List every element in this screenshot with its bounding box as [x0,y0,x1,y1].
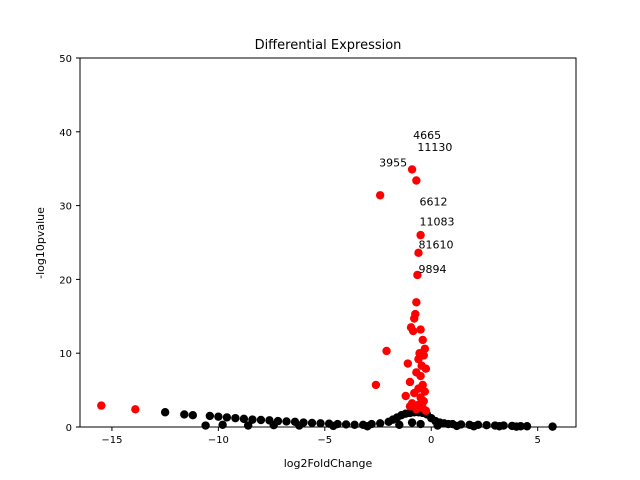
significant-point [418,335,427,345]
significant-point [410,388,419,398]
significant-point [131,405,140,414]
nonsignificant-point [188,410,198,420]
x-axis-label: log2FoldChange [284,457,373,470]
nonsignificant-point [214,412,223,421]
y-axis: 0 10 20 30 40 50 [59,54,80,434]
significant-point [416,371,425,381]
nonsignificant-point [548,422,557,431]
nonsignificant-point [282,417,291,426]
significant-point [405,402,415,411]
y-tick-label: 50 [59,54,72,65]
y-tick-label: 10 [59,349,72,360]
x-axis: −15 −10 −5 0 5 [101,427,541,446]
nonsignificant-point [350,420,359,429]
nonsignificant-point [433,421,442,430]
nonsignificant-point [416,419,425,429]
nonsignificant-point [316,419,325,428]
nonsignificant-point [269,420,278,430]
nonsignificant-point [239,414,249,424]
nonsignificant-point [395,420,404,429]
nonsignificant-point [522,422,532,431]
y-axis-label: -log10pvalue [34,207,47,279]
x-tick-label: 5 [534,435,540,446]
point-annotation: 9894 [418,263,446,276]
nonsignificant-point [452,421,461,431]
significant-point [420,387,430,396]
nonsignificant-point [201,421,210,430]
nonsignificant-point [482,420,491,430]
nonsignificant-point [218,420,227,429]
nonsignificant-point [407,418,417,427]
nonsignificant-point [363,422,372,431]
y-tick-label: 0 [66,423,72,434]
point-annotation: 81610 [418,238,453,251]
point-annotation: 3955 [379,156,407,169]
x-tick-label: 0 [428,435,434,446]
y-tick-label: 30 [59,202,72,213]
significant-point [408,326,418,336]
nonsignificant-point [243,421,253,430]
nonsignificant-point [495,422,504,431]
significant-point [412,298,421,307]
point-annotation: 11130 [417,141,452,154]
x-tick-label: −15 [101,435,122,446]
significant-point [421,406,431,415]
point-annotation: 11083 [420,216,455,229]
nonsignificant-point [329,421,338,431]
significant-point [416,230,425,240]
significant-point [412,405,421,414]
significant-point [412,176,421,185]
nonsignificant-point [375,419,385,428]
point-annotation: 4665 [413,129,441,142]
nonsignificant-point [205,411,215,421]
significant-point [416,325,425,334]
x-tick-label: −10 [208,435,229,446]
significant-point [97,401,106,410]
significant-point [405,377,415,387]
significant-point [401,391,410,401]
nonsignificant-point [180,410,189,419]
nonsignificant-point [256,415,266,425]
nonsignificant-point [512,422,521,431]
plot-area [79,57,577,428]
data-points [97,165,557,431]
nonsignificant-point [295,421,304,430]
nonsignificant-point [231,413,240,423]
significant-point [414,354,423,364]
nonsignificant-point [160,408,170,417]
chart-title: Differential Expression [255,38,402,53]
significant-point [403,359,413,368]
nonsignificant-point [248,415,257,424]
significant-point [421,364,431,373]
significant-point [407,165,417,174]
nonsignificant-point [469,422,479,431]
significant-point [414,248,423,258]
y-tick-label: 20 [59,275,72,286]
significant-point [413,270,422,280]
point-annotation: 6612 [420,196,448,209]
x-tick-label: −5 [317,435,332,446]
y-tick-label: 40 [59,128,72,139]
significant-point [410,314,419,323]
nonsignificant-point [341,420,351,429]
nonsignificant-point [222,413,232,422]
significant-point [371,380,381,390]
significant-point [375,191,385,200]
significant-point [382,346,391,356]
nonsignificant-point [307,418,317,428]
